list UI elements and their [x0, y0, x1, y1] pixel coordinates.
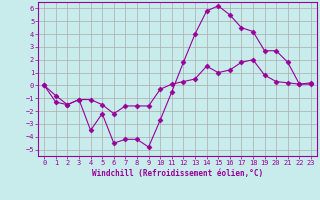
X-axis label: Windchill (Refroidissement éolien,°C): Windchill (Refroidissement éolien,°C) [92, 169, 263, 178]
